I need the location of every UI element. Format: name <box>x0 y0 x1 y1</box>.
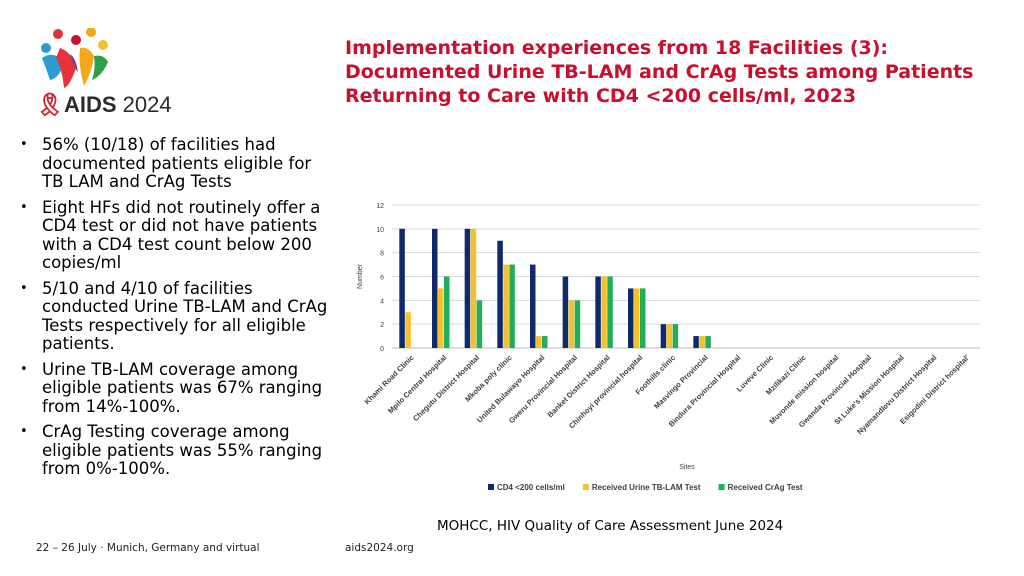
people-logo-icon <box>41 28 108 88</box>
bar <box>568 300 575 348</box>
bullet-text: Eight HFs did not routinely offer a CD4 … <box>42 197 321 272</box>
y-tick-label: 12 <box>376 203 384 210</box>
y-tick-label: 6 <box>380 275 384 282</box>
bar <box>464 228 471 348</box>
bullet-text: 5/10 and 4/10 of facilities conducted Ur… <box>42 278 328 353</box>
bar <box>693 336 699 348</box>
bar <box>530 264 536 348</box>
bar <box>601 276 607 348</box>
bar <box>574 300 581 348</box>
bar <box>705 336 711 348</box>
bullet-item: • Eight HFs did not routinely offer a CD4… <box>18 197 336 273</box>
bullet-item: • CrAg Testing coverage among eligible pa… <box>18 422 336 479</box>
x-tick-label: Esigodini District hospital' <box>898 353 971 426</box>
bar <box>405 312 411 348</box>
y-tick-label: 4 <box>380 298 384 305</box>
bullet-item: • 56% (10/18) of facilities had documente… <box>18 135 336 192</box>
legend-label: Received Urine TB-LAM Test <box>592 483 701 492</box>
logo-year: 2024 <box>122 92 172 117</box>
bar <box>634 288 640 348</box>
aids2024-logo: 🎗AIDS 2024 <box>30 28 190 124</box>
bar <box>438 288 444 348</box>
bar <box>562 276 569 348</box>
slide-title: Implementation experiences from 18 Facil… <box>345 37 974 107</box>
bar <box>509 264 515 348</box>
source-citation: MOHCC, HIV Quality of Care Assessment Ju… <box>437 518 784 534</box>
red-ribbon-icon: 🎗 <box>36 92 64 117</box>
bullet-item: • Urine TB-LAM coverage among eligible pa… <box>18 359 336 417</box>
footer-website: aids2024.org <box>345 542 414 554</box>
y-tick-label: 8 <box>380 251 384 258</box>
bar <box>503 264 509 348</box>
bullet-marker: • <box>20 199 28 215</box>
bar <box>470 228 477 348</box>
x-tick-label: Mpilo Central Hospital <box>386 353 448 415</box>
bullet-list: • 56% (10/18) of facilities had documente… <box>18 135 336 486</box>
y-tick-label: 2 <box>380 322 384 329</box>
logo-brand: AIDS <box>63 92 117 117</box>
bullet-text: Urine TB-LAM coverage among eligible pat… <box>42 359 323 416</box>
bullet-marker: • <box>20 424 28 439</box>
bar <box>497 240 503 348</box>
bullet-marker: • <box>20 280 28 296</box>
bar <box>699 336 705 348</box>
legend-swatch <box>488 484 494 490</box>
bullet-marker: • <box>20 361 28 377</box>
bar <box>666 324 673 348</box>
bar <box>542 336 548 348</box>
bar <box>672 324 679 348</box>
bullet-text: CrAg Testing coverage among eligible pat… <box>42 422 323 478</box>
x-tick-label: Chegutu District Hospital <box>411 353 481 423</box>
bar <box>432 228 438 348</box>
bar <box>607 276 613 348</box>
footer-event-info: 22 – 26 July · Munich, Germany and virtu… <box>36 542 260 554</box>
legend-label: CD4 <200 cells/ml <box>497 483 565 492</box>
bar <box>640 288 646 348</box>
logo-wordmark: 🎗AIDS 2024 <box>36 92 172 118</box>
bar <box>399 228 405 348</box>
bar <box>444 276 450 348</box>
x-axis-label: Sites <box>679 464 695 471</box>
legend-swatch <box>582 484 589 490</box>
y-axis-label: Number <box>357 263 364 289</box>
bar <box>660 324 667 348</box>
bullet-marker: • <box>20 137 28 152</box>
legend-label: Received CrAg Test <box>728 483 803 492</box>
bar <box>476 300 483 348</box>
bar <box>595 276 601 348</box>
bullet-item: • 5/10 and 4/10 of facilities conducted U… <box>18 278 336 354</box>
y-tick-label: 10 <box>376 227 384 234</box>
y-tick-label: 0 <box>380 346 384 353</box>
legend-swatch <box>718 484 725 490</box>
x-tick-label: Banket District Hospital <box>546 353 612 419</box>
bar <box>628 288 634 348</box>
bar <box>536 336 542 348</box>
bullet-text: 56% (10/18) of facilities had documented… <box>42 135 312 191</box>
